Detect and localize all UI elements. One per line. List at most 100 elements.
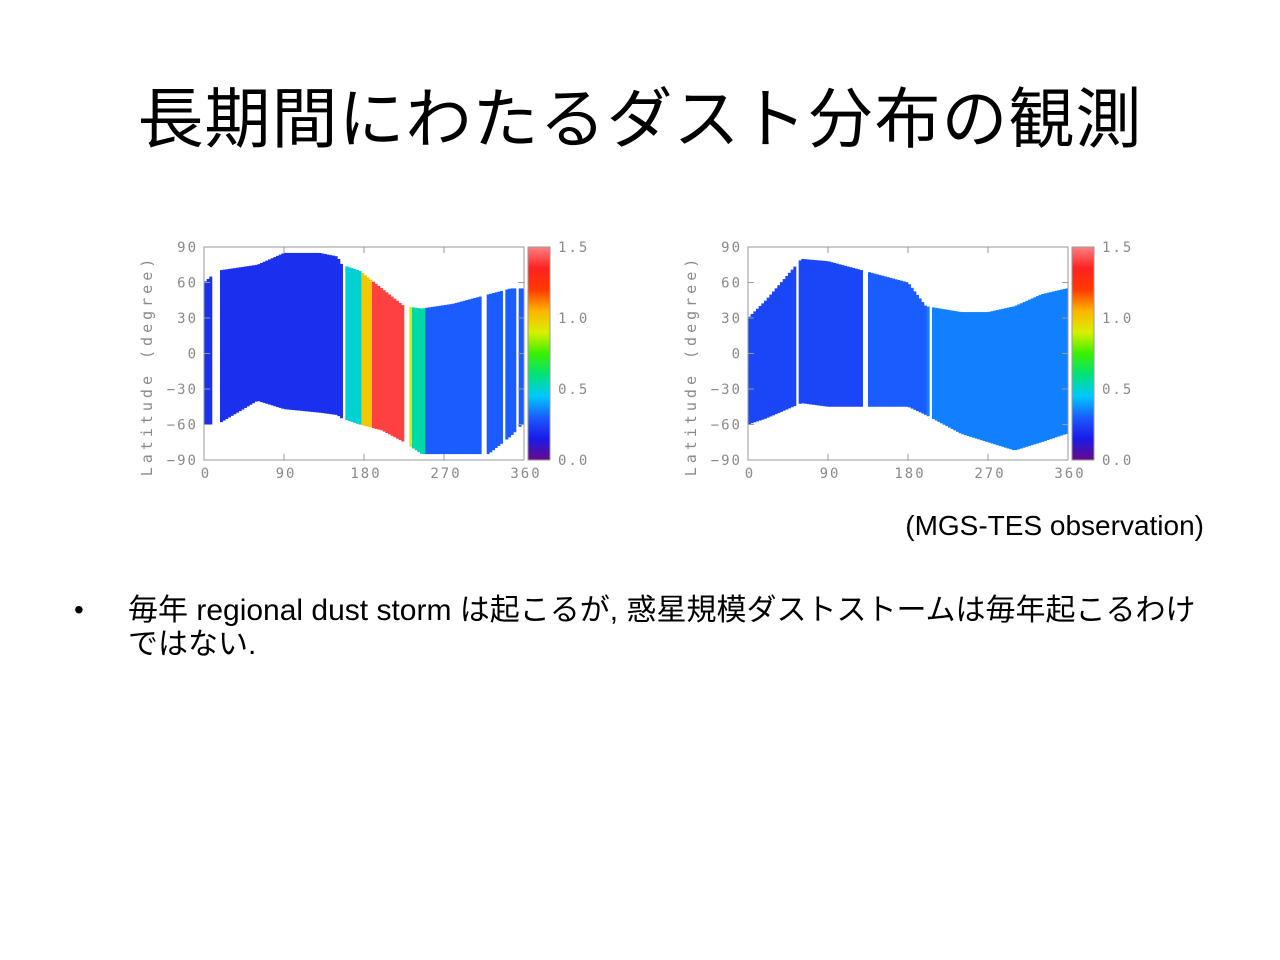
data-strip: [945, 309, 949, 427]
data-strip: [356, 269, 359, 424]
data-strip: [969, 312, 973, 437]
y-tick-label: −30: [711, 382, 742, 398]
data-strip: [241, 266, 245, 410]
data-strip: [420, 308, 423, 454]
data-strip: [270, 258, 274, 406]
data-strip: [220, 270, 223, 423]
data-strip: [753, 311, 757, 423]
data-strip: [268, 259, 271, 405]
data-strip: [913, 291, 917, 410]
x-tick-label: 180: [894, 466, 925, 482]
data-strip: [276, 255, 279, 408]
data-strip: [766, 297, 770, 418]
data-strip: [273, 257, 277, 407]
data-strip: [308, 252, 311, 412]
y-tick-label: −30: [167, 382, 198, 398]
data-strip: [889, 277, 893, 407]
data-strip: [316, 252, 319, 413]
data-strip: [204, 281, 207, 425]
y-tick-label: −60: [711, 418, 742, 434]
data-strip: [281, 253, 285, 409]
data-strip: [478, 296, 482, 455]
data-strip: [297, 252, 301, 411]
data-strip: [974, 312, 978, 439]
x-tick-label: 360: [510, 466, 541, 482]
data-strip: [396, 300, 399, 439]
bullet-item: • 毎年 regional dust storm は起こるが, 惑星規模ダストス…: [74, 594, 1214, 662]
data-strip: [244, 266, 247, 408]
data-strip: [985, 312, 989, 442]
x-tick-label: 90: [276, 466, 297, 482]
colorbar-tick-label: 1.0: [1102, 311, 1133, 327]
data-strip: [454, 302, 458, 455]
data-strip: [409, 307, 413, 447]
data-strip: [905, 282, 909, 407]
data-strip: [902, 281, 906, 407]
data-strip: [460, 301, 463, 455]
data-strip: [513, 288, 517, 433]
data-strip: [1057, 290, 1061, 437]
data-strip: [953, 310, 957, 431]
data-strip: [780, 282, 783, 412]
slide-title: 長期間にわたるダスト分布の観測: [137, 81, 1143, 158]
data-strip: [489, 293, 493, 453]
data-strip: [828, 261, 831, 407]
data-strip: [462, 300, 466, 455]
data-strip: [262, 261, 266, 403]
data-strip: [964, 312, 967, 436]
colorbar-tick-label: 0.5: [558, 382, 589, 398]
data-strip: [998, 309, 1002, 446]
data-strip: [390, 296, 394, 436]
data-strip: [878, 275, 882, 407]
data-strip: [433, 306, 437, 455]
colorbar-tick-label: 1.0: [558, 311, 589, 327]
data-strip: [950, 310, 954, 429]
data-strip: [966, 312, 970, 437]
data-strip: [313, 252, 317, 413]
data-strip: [1014, 305, 1018, 451]
data-strip: [801, 258, 805, 404]
data-strip: [1046, 292, 1050, 441]
y-tick-label: 30: [721, 311, 742, 327]
x-tick-label: 180: [350, 466, 381, 482]
data-strip: [252, 265, 255, 404]
data-strip: [265, 260, 269, 404]
colorbar: [527, 246, 551, 461]
data-strip: [1065, 288, 1069, 434]
data-strip: [486, 294, 490, 455]
data-strip: [1038, 294, 1042, 443]
data-strip: [521, 288, 525, 425]
dust-map-chart-right: 90 60 30 0 −30 −60 −90 0 90 180 270 360 Latitude (de…: [672, 228, 1142, 490]
y-tick-label: 60: [721, 276, 742, 292]
y-axis-title: Latitude (degree): [682, 255, 700, 477]
data-strip: [790, 269, 794, 408]
data-strip: [225, 269, 229, 419]
data-strip: [988, 311, 991, 443]
data-strip: [996, 310, 999, 446]
y-axis-title: Latitude (degree): [138, 255, 156, 477]
data-strip: [318, 253, 322, 413]
data-strip: [748, 316, 751, 425]
data-strip: [508, 288, 511, 438]
y-tick-label: −60: [167, 418, 198, 434]
data-strip: [846, 266, 850, 407]
data-strip: [233, 268, 237, 415]
data-strip: [444, 304, 447, 455]
data-strip: [1033, 297, 1037, 445]
data-strip: [361, 273, 365, 426]
data-strip: [377, 285, 381, 430]
y-tick-label: 30: [177, 311, 198, 327]
data-strip: [385, 292, 389, 434]
data-strip: [836, 263, 839, 407]
data-strip: [1006, 307, 1010, 449]
data-strip: [833, 262, 837, 407]
data-strip: [238, 267, 242, 412]
data-strip: [446, 304, 450, 455]
data-strip: [958, 311, 962, 434]
data-strip: [788, 272, 791, 409]
data-strip: [854, 268, 858, 407]
data-strip: [228, 268, 231, 418]
data-strip: [382, 290, 386, 432]
data-strip: [401, 305, 405, 442]
